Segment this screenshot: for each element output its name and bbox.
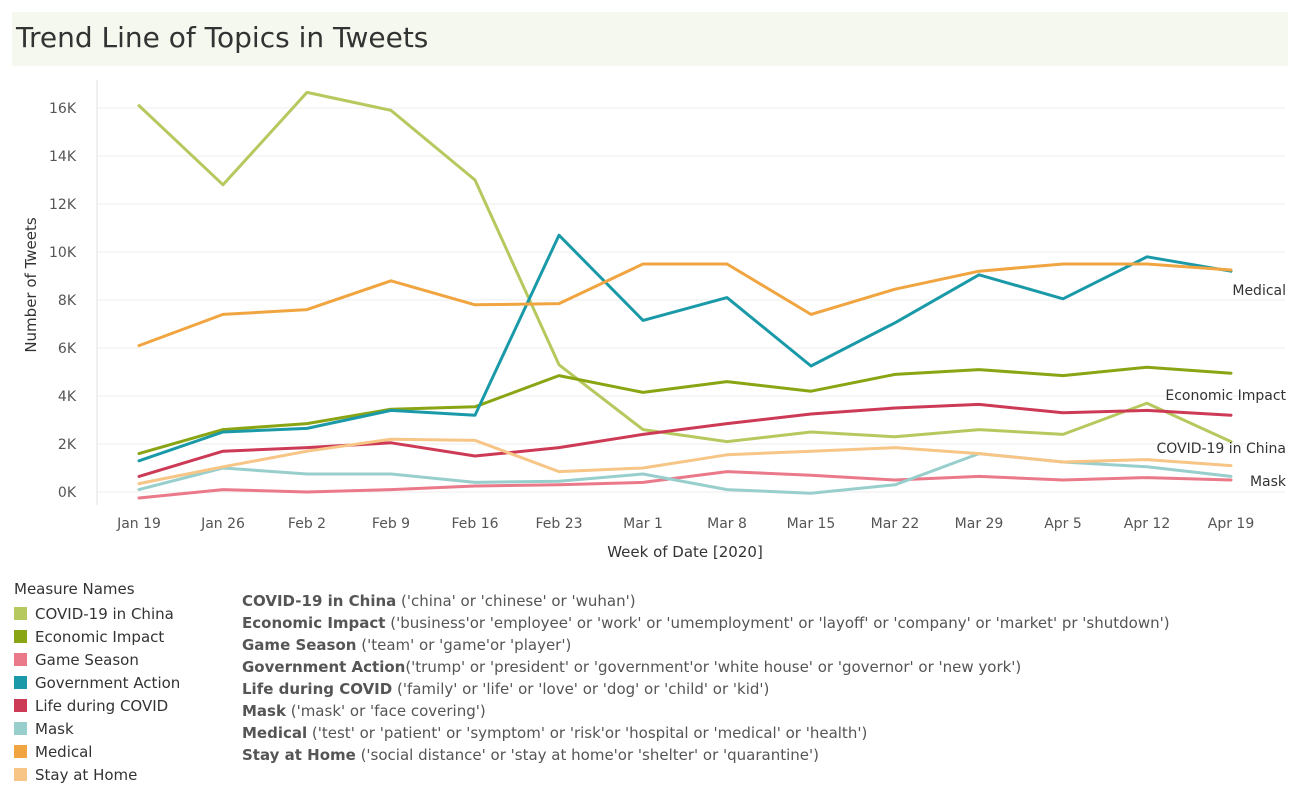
legend-item[interactable]: Government Action (14, 671, 180, 694)
definition-terms: ('team' or 'game'or 'player') (356, 636, 572, 654)
legend-label: Government Action (35, 673, 181, 692)
x-tick-label: Apr 5 (1044, 516, 1082, 532)
x-tick-label: Apr 12 (1124, 516, 1170, 532)
x-tick-label: Feb 16 (451, 516, 498, 532)
y-tick-label: 2K (58, 437, 77, 453)
definition-terms: ('mask' or 'face covering') (285, 702, 486, 720)
series-line-government-action (137, 233, 1233, 463)
title-bar: Trend Line of Topics in Tweets (12, 12, 1288, 66)
end-label: Medical (1232, 283, 1286, 299)
x-tick-label: Jan 26 (200, 516, 245, 532)
definition-row: Medical ('test' or 'patient' or 'symptom… (242, 724, 1170, 746)
legend-label: Game Season (35, 650, 139, 669)
x-tick-label: Mar 1 (623, 516, 663, 532)
definition-name: Stay at Home (242, 746, 356, 764)
x-tick-label: Mar 8 (707, 516, 747, 532)
y-tick-label: 4K (58, 389, 77, 405)
definition-terms: ('business'or 'employee' or 'work' or 'u… (385, 614, 1170, 632)
chart-title: Trend Line of Topics in Tweets (16, 21, 429, 54)
legend-label: Mask (35, 719, 74, 738)
series-line-stay-at-home (137, 437, 1233, 486)
definition-row: Game Season ('team' or 'game'or 'player'… (242, 636, 1170, 658)
definition-row: Mask ('mask' or 'face covering') (242, 702, 1170, 724)
legend-label: COVID-19 in China (35, 604, 174, 623)
legend-swatch (14, 699, 27, 712)
definition-name: Government Action (242, 658, 406, 676)
legend-item[interactable]: COVID-19 in China (14, 602, 180, 625)
series-line-economic-impact (137, 365, 1233, 456)
end-label: Mask (1250, 474, 1287, 490)
series-line-medical (137, 262, 1233, 348)
legend-swatch (14, 722, 27, 735)
y-tick-label: 8K (58, 293, 77, 309)
legend-swatch (14, 768, 27, 781)
series-line-mask (137, 452, 1233, 495)
definition-name: Medical (242, 724, 308, 742)
legend-item[interactable]: Medical (14, 740, 180, 763)
y-tick-label: 0K (58, 485, 77, 501)
definition-name: Life during COVID (242, 680, 393, 698)
x-tick-label: Feb 9 (372, 516, 410, 532)
x-tick-label: Feb 23 (535, 516, 582, 532)
end-label: Economic Impact (1165, 388, 1286, 404)
y-tick-label: 10K (49, 245, 77, 261)
x-tick-label: Mar 22 (871, 516, 920, 532)
legend-swatch (14, 653, 27, 666)
definition-name: Economic Impact (242, 614, 386, 632)
definition-terms: ('china' or 'chinese' or 'wuhan') (396, 592, 636, 610)
topic-definitions: COVID-19 in China ('china' or 'chinese' … (242, 592, 1170, 768)
series-line-game-season (137, 470, 1233, 500)
end-label: COVID-19 in China (1156, 441, 1286, 457)
y-tick-label: 6K (58, 341, 77, 357)
legend-item[interactable]: Stay at Home (14, 763, 180, 786)
legend-label: Stay at Home (35, 765, 138, 784)
definition-name: Game Season (242, 636, 357, 654)
legend-label: Economic Impact (35, 627, 165, 646)
legend-swatch (14, 745, 27, 758)
y-tick-label: 16K (49, 101, 77, 117)
definition-terms: ('trump' or 'president' or 'government'o… (405, 658, 1022, 676)
legend-swatch (14, 607, 27, 620)
y-axis-label: Number of Tweets (22, 217, 40, 353)
definition-terms: ('family' or 'life' or 'love' or 'dog' o… (392, 680, 770, 698)
x-tick-label: Jan 19 (116, 516, 161, 532)
definition-row: Economic Impact ('business'or 'employee'… (242, 614, 1170, 636)
legend-item[interactable]: Life during COVID (14, 694, 180, 717)
series-line-covid-19-in-china (137, 90, 1233, 444)
definition-terms: ('test' or 'patient' or 'symptom' or 'ri… (307, 724, 868, 742)
definition-terms: ('social distance' or 'stay at home'or '… (355, 746, 820, 764)
legend-item[interactable]: Game Season (14, 648, 180, 671)
series-line-life-during-covid (137, 402, 1233, 478)
y-tick-label: 12K (49, 197, 77, 213)
legend-item[interactable]: Mask (14, 717, 180, 740)
legend-swatch (14, 676, 27, 689)
definition-row: Government Action('trump' or 'president'… (242, 658, 1170, 680)
legend: Measure Names COVID-19 in China Economic … (14, 580, 180, 786)
definition-name: COVID-19 in China (242, 592, 397, 610)
x-tick-label: Mar 15 (787, 516, 836, 532)
definition-row: COVID-19 in China ('china' or 'chinese' … (242, 592, 1170, 614)
definition-name: Mask (242, 702, 286, 720)
x-axis-label: Week of Date [2020] (607, 543, 763, 561)
legend-label: Life during COVID (35, 696, 169, 715)
legend-item[interactable]: Economic Impact (14, 625, 180, 648)
x-tick-label: Mar 29 (955, 516, 1004, 532)
legend-swatch (14, 630, 27, 643)
x-tick-label: Apr 19 (1208, 516, 1254, 532)
x-tick-label: Feb 2 (288, 516, 326, 532)
legend-label: Medical (35, 742, 93, 761)
definition-row: Stay at Home ('social distance' or 'stay… (242, 746, 1170, 768)
y-tick-label: 14K (49, 149, 77, 165)
definition-row: Life during COVID ('family' or 'life' or… (242, 680, 1170, 702)
legend-title: Measure Names (14, 580, 135, 598)
